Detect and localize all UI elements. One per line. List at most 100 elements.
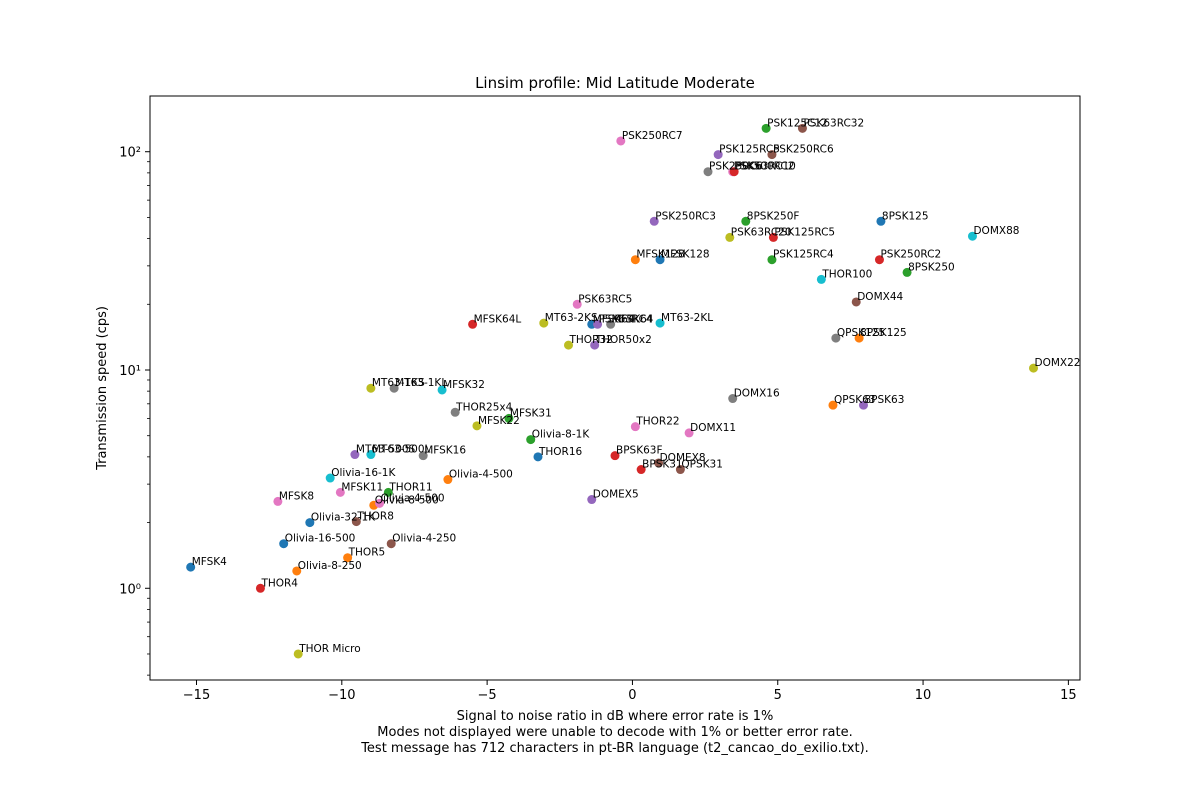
data-point-label: Olivia-8-1K [532,429,591,441]
data-point-label: THOR4 [260,577,298,589]
data-point-label: Olivia-16-1K [331,467,396,479]
data-point [305,518,315,528]
data-point-label: DOMX22 [1035,357,1081,369]
data-point [831,333,841,343]
data-point [1029,363,1038,373]
data-point [761,123,771,133]
data-point [350,450,360,460]
data-point-label: QPSK125 [837,327,885,339]
data-point-label: PSK250RC2 [880,249,941,261]
data-point [526,435,536,445]
data-point-label: MFSK64 [612,313,654,325]
data-point-label: MFSK11 [341,481,383,493]
data-point [186,562,196,572]
data-point [649,216,659,226]
data-point-label: THOR Micro [298,643,360,655]
data-point [335,487,345,497]
data-point-label: MT63-1KL [395,377,447,389]
data-point-label: MFSK8 [279,490,314,502]
data-point [703,167,713,177]
data-point [351,517,361,527]
data-point-label: DOMEX8 [660,452,706,464]
data-point [564,340,573,350]
data-point [767,150,777,160]
data-point [606,319,616,329]
x-axis-label-line-2: Modes not displayed were unable to decod… [377,725,852,740]
data-point-label: MT63-2KL [661,312,713,324]
data-point [366,450,376,460]
data-point-label: MFSK64 [593,313,635,325]
plot-area [149,95,1081,681]
data-point-label: BPSK31 [642,459,682,471]
data-point-label: THOR32 [569,334,613,346]
x-tick-label: −10 [328,688,355,703]
data-point [636,465,646,475]
data-point-label: QPSK63 [834,394,876,406]
data-point [389,383,399,393]
data-point [343,553,353,563]
data-point-label: PSK250RC3 [655,210,716,222]
data-point-label: Olivia-4-250 [392,533,456,545]
data-point [279,539,289,549]
data-point-label: 8PSK125 [860,327,907,339]
data-point-label: MFSK128 [636,249,685,261]
data-point-label: 8PSK250F [747,210,800,222]
data-point [725,232,735,242]
data-point-label: PSK125RC5 [719,144,780,156]
data-point-label: DOMEX5 [593,489,639,501]
x-tick-label: 0 [628,688,636,703]
data-point [386,539,396,549]
data-point-label: MFSK31 [510,407,552,419]
data-point [767,255,777,265]
data-point [273,496,283,506]
data-point-label: Olivia-8-500 [375,494,439,506]
chart-title: Linsim profile: Mid Latitude Moderate [475,74,755,92]
data-point [967,231,977,241]
data-point-label: THOR50x2 [595,334,652,346]
data-point [797,123,807,133]
data-point-label: DOMX44 [857,291,903,303]
data-point-label: MFSK4 [192,556,227,568]
data-point-label: BPSK63F [616,445,663,457]
data-point [741,216,751,226]
data-point-label: THOR16 [538,446,583,458]
data-point [593,319,603,329]
x-tick-label: −5 [478,688,497,703]
data-point [654,458,664,468]
data-point-label: Olivia-4-500 [449,469,513,481]
data-point-label: PSK250C6 [709,161,763,173]
point-labels: MFSK4 THOR4 THOR Micro Olivia-8-250 Olivia-1… [192,117,1081,655]
data-point [443,475,453,485]
data-point [437,385,447,395]
data-point [375,498,385,508]
data-point [292,566,302,576]
data-point [468,319,478,329]
data-point-label: Olivia-16-500 [285,533,356,545]
data-point-label: THOR22 [635,416,679,428]
data-point [325,473,335,483]
data-point-label: PSK125RC5 [774,226,835,238]
data-point-label: PSK250RC7 [622,130,683,142]
data-point-label: 8PSK63 [864,394,904,406]
x-tick-label: 5 [774,688,782,703]
data-point-label: PSK125RC4 [773,249,834,261]
x-axis-label-line-3: Test message has 712 characters in pt-BR… [360,741,869,756]
data-point-label: PSK250RC6 [773,144,834,156]
x-axis: −15 −10 −5 0 5 10 15 [183,680,1077,703]
data-point [816,274,826,284]
data-point-label: THOR100 [821,268,872,280]
data-point [902,267,912,277]
data-point-label: MFSK128 [661,249,710,261]
data-points [186,123,1038,659]
data-point-label: Olivia-32-1K [311,512,376,524]
data-point [713,150,723,160]
data-point-label: MT63-2KS [545,312,598,324]
x-tick-label: 10 [915,688,932,703]
data-point-label: MFSK32 [443,379,485,391]
data-point-label: PSK63RC32 [803,117,864,129]
data-point [858,400,868,410]
y-tick-label: 10⁰ [119,582,141,597]
data-point-label: PSK63RC10 [735,161,796,173]
data-point-label: MT63-1KS [372,377,425,389]
